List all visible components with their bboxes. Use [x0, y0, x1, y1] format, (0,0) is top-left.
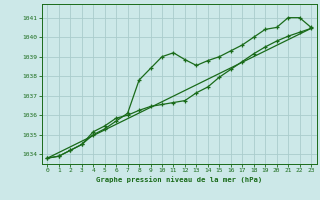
X-axis label: Graphe pression niveau de la mer (hPa): Graphe pression niveau de la mer (hPa) [96, 176, 262, 183]
